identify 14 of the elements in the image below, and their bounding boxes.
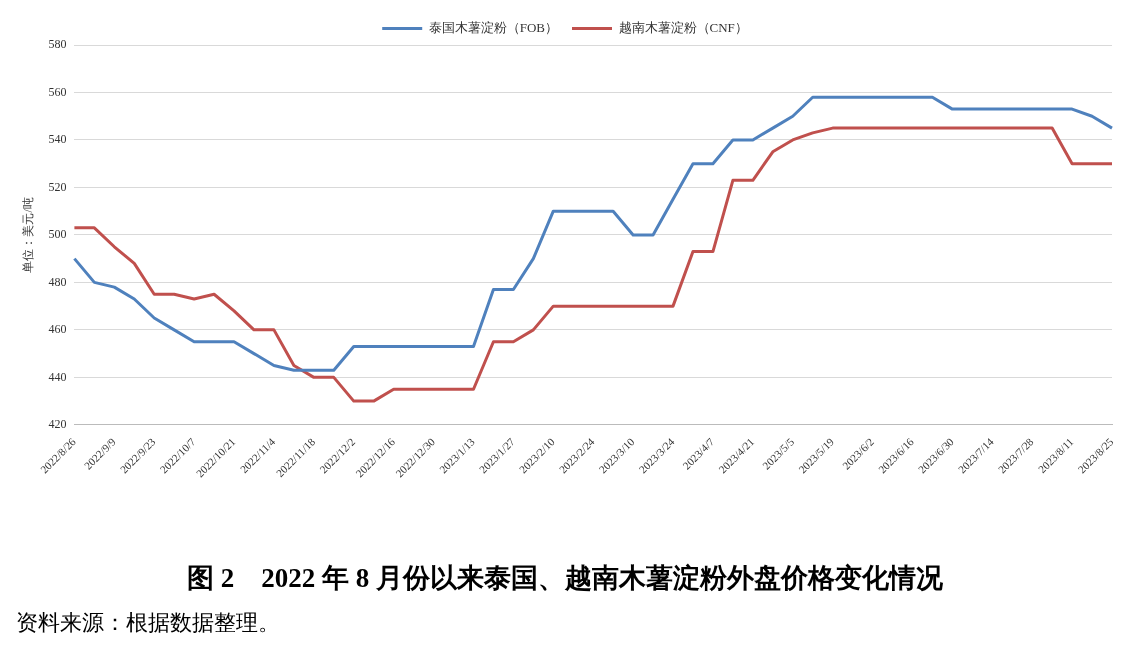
y-tick-label: 440 (48, 369, 67, 384)
y-tick-label: 580 (48, 37, 67, 52)
legend-label: 泰国木薯淀粉（FOB） (428, 19, 559, 35)
text: 图 2 2022 年 8 月份以来泰国、越南木薯淀粉外盘价格变化情况 (187, 562, 944, 593)
y-tick-label: 460 (48, 322, 67, 337)
y-tick-label: 480 (48, 274, 67, 289)
y-tick-label: 500 (48, 227, 67, 242)
y-tick-label: 560 (48, 84, 67, 99)
y-tick-label: 520 (48, 179, 67, 194)
y-axis-title: 单位：美元/吨 (21, 197, 36, 273)
y-tick-label: 420 (48, 416, 67, 431)
legend-label: 越南木薯淀粉（CNF） (618, 19, 748, 35)
text: 资料来源：根据数据整理。 (16, 609, 281, 637)
y-tick-label: 540 (48, 132, 67, 147)
